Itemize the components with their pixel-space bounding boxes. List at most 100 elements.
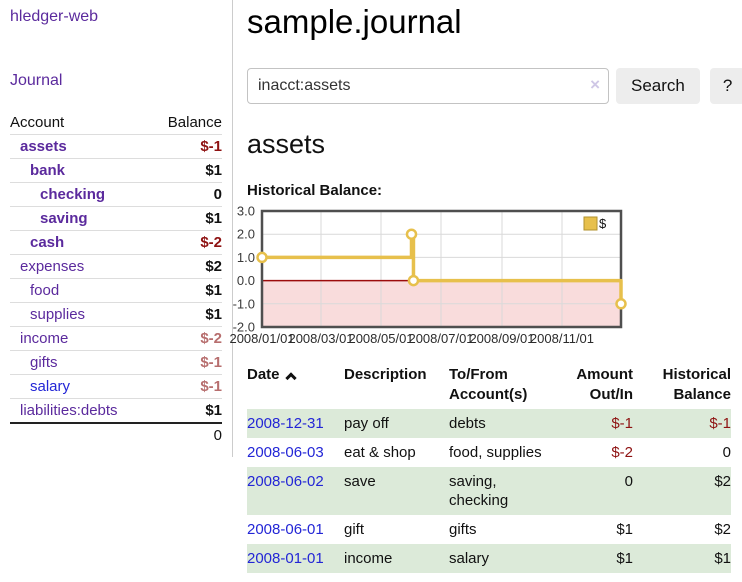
data-point-marker <box>256 251 268 264</box>
transaction-date-link[interactable]: 2008-06-03 <box>247 444 324 461</box>
y-axis-tick-label: 3.0 <box>237 204 255 219</box>
x-axis-tick-label: 2008/03/01 <box>288 331 353 346</box>
register-account-cell: debts <box>449 415 486 432</box>
register-row: 2008-01-01 income salary $1 $1 <box>247 544 731 573</box>
account-balance: $1 <box>205 402 222 419</box>
x-axis-tick-label: 2008/11/01 <box>530 331 594 346</box>
account-row: cash $-2 <box>10 230 222 254</box>
search-button[interactable]: Search <box>616 68 700 104</box>
register-account-cell: food, supplies <box>449 444 542 461</box>
account-link[interactable]: checking <box>40 186 106 203</box>
x-axis-tick-label: 2008/05/01 <box>348 331 413 346</box>
register-amount-cell: $-1 <box>611 415 633 432</box>
account-link[interactable]: salary <box>30 378 71 395</box>
account-row: income $-2 <box>10 326 222 350</box>
transaction-date-link[interactable]: 2008-01-01 <box>247 550 324 567</box>
account-balance: $2 <box>205 258 222 275</box>
balance-column-header: Balance <box>167 114 222 131</box>
accounts-table-header: Account Balance <box>10 111 222 134</box>
account-link[interactable]: liabilities:debts <box>20 402 118 419</box>
account-link[interactable]: income <box>20 330 69 347</box>
register-date-cell: 2008-06-03 <box>247 438 344 467</box>
account-row: saving $1 <box>10 206 222 230</box>
app-title-link[interactable]: hledger-web <box>10 8 99 25</box>
account-balance: 0 <box>213 186 222 203</box>
search-input[interactable] <box>247 68 609 104</box>
account-link[interactable]: food <box>30 282 60 299</box>
transaction-date-link[interactable]: 2008-12-31 <box>247 415 324 432</box>
help-button[interactable]: ? <box>709 68 742 104</box>
register-amount-cell: 0 <box>624 473 633 490</box>
register-row: 2008-06-02 save saving, checking 0 $2 <box>247 467 731 515</box>
chart-svg: 3.0 2.0 1.0 0.0 -1.0 -2.02008/01/012008/03/01… <box>229 204 627 346</box>
register-table: Date Description To/From Account(s) Amou… <box>247 363 731 573</box>
account-rows: assets $-1 bank $1 checking 0 saving $1 cash $-2 e… <box>10 134 222 422</box>
account-row: supplies $1 <box>10 302 222 326</box>
account-balance: $1 <box>205 282 222 299</box>
legend-swatch <box>583 216 598 231</box>
account-balance: $1 <box>205 162 222 179</box>
x-axis-tick-label: 2008/09/01 <box>469 331 534 346</box>
register-header-row: Date Description To/From Account(s) Amou… <box>247 363 731 409</box>
register-description-cell: eat & shop <box>344 444 416 461</box>
register-date-cell: 2008-06-02 <box>247 467 344 515</box>
register-date-cell: 2008-01-01 <box>247 544 344 573</box>
account-column-header: Account <box>10 114 65 131</box>
y-axis-tick-label: 1.0 <box>237 250 255 265</box>
register-balance-cell: $1 <box>714 550 731 567</box>
register-header-account: To/From Account(s) <box>449 366 528 403</box>
sidebar-nav: Journal <box>10 72 222 90</box>
account-balance: $-2 <box>200 234 222 251</box>
account-link[interactable]: expenses <box>20 258 85 275</box>
register-header-amount: Amount Out/In <box>576 366 633 403</box>
plot-border <box>260 209 623 329</box>
data-point-marker <box>615 298 627 310</box>
y-axis-tick-label: -2.0 <box>233 320 255 335</box>
account-row: bank $1 <box>10 158 222 182</box>
account-balance: $1 <box>205 306 222 323</box>
account-row: salary $-1 <box>10 374 222 398</box>
register-balance-cell: $-1 <box>709 415 731 432</box>
account-balance: $-1 <box>200 378 222 395</box>
account-balance: $1 <box>205 210 222 227</box>
account-link[interactable]: cash <box>30 234 65 251</box>
account-row: checking 0 <box>10 182 222 206</box>
register-amount-cell: $1 <box>616 550 633 567</box>
x-axis-tick-label: 2008/01/01 <box>229 331 294 346</box>
register-amount-cell: $1 <box>616 521 633 538</box>
register-balance-cell: $2 <box>714 473 731 490</box>
register-description-cell: gift <box>344 521 365 538</box>
register-header-date[interactable]: Date <box>247 363 344 409</box>
transaction-date-link[interactable]: 2008-06-02 <box>247 473 324 490</box>
account-row: gifts $-1 <box>10 350 222 374</box>
app-title: hledger-web <box>10 8 222 26</box>
account-link[interactable]: bank <box>30 162 66 179</box>
register-body: 2008-12-31 pay off debts $-1 $-1 2008-06-03 ea… <box>247 409 731 573</box>
search-box: × <box>247 68 609 104</box>
transaction-date-link[interactable]: 2008-06-01 <box>247 521 324 538</box>
register-date-cell: 2008-12-31 <box>247 409 344 438</box>
account-balance: $-1 <box>200 354 222 371</box>
register-account-cell: saving, checking <box>449 473 509 509</box>
account-link[interactable]: assets <box>20 138 67 155</box>
account-heading: assets <box>247 129 326 159</box>
register-header-balance: Historical Balance <box>662 366 731 403</box>
account-link[interactable]: saving <box>40 210 88 227</box>
data-point-marker <box>405 228 418 240</box>
search-bar: × Search ? <box>247 68 742 104</box>
account-balance: $-1 <box>200 138 222 155</box>
legend-label: $ <box>599 216 607 231</box>
accounts-total: 0 <box>10 422 222 447</box>
account-link[interactable]: gifts <box>30 354 58 371</box>
sort-ascending-icon <box>284 372 297 384</box>
data-point-marker <box>407 274 420 287</box>
account-link[interactable]: supplies <box>30 306 86 323</box>
account-row: assets $-1 <box>10 134 222 158</box>
register-description-cell: save <box>344 473 376 490</box>
account-balance: $-2 <box>200 330 222 347</box>
sidebar-item-journal[interactable]: Journal <box>10 72 63 89</box>
register-description-cell: income <box>344 550 393 567</box>
clear-search-icon[interactable]: × <box>590 75 600 94</box>
register-description-cell: pay off <box>344 415 389 432</box>
